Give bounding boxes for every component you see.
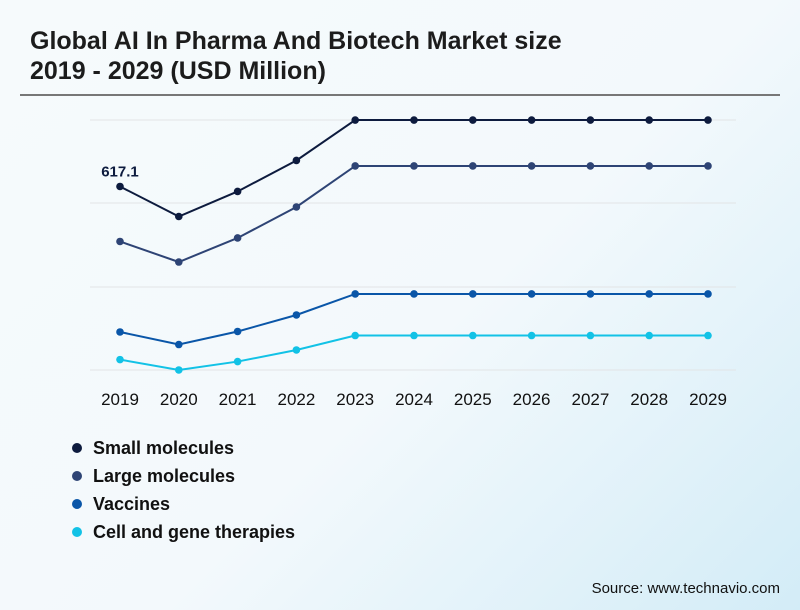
series-line: [119, 334, 708, 372]
data-point: [645, 290, 653, 298]
data-point: [645, 162, 653, 170]
x-tick-label: 2022: [277, 390, 315, 409]
data-point: [704, 331, 712, 340]
data-point: [586, 331, 595, 340]
legend-label: Cell and gene therapies: [93, 521, 296, 542]
chart-title: Global AI In Pharma And Biotech Market s…: [30, 26, 562, 86]
data-point: [351, 162, 360, 170]
legend-label: Large molecules: [93, 465, 236, 486]
x-tick-label: 2026: [513, 390, 551, 409]
data-point: [233, 327, 242, 336]
legend-item: Vaccines: [72, 490, 295, 518]
data-point: [527, 331, 536, 340]
data-point: [233, 234, 242, 242]
data-point: [410, 116, 418, 124]
data-point: [704, 290, 712, 298]
legend-marker-icon: [72, 443, 82, 453]
x-tick-label: 2028: [630, 390, 668, 409]
data-point: [586, 162, 595, 170]
data-point: [351, 290, 360, 298]
data-point: [292, 203, 301, 211]
data-point: [351, 116, 360, 124]
data-point: [233, 187, 242, 196]
data-point: [292, 311, 301, 319]
data-point: [116, 355, 124, 364]
x-tick-label: 2019: [101, 390, 139, 409]
data-point: [175, 366, 183, 374]
legend-label: Small molecules: [93, 437, 235, 458]
legend-marker-icon: [72, 527, 82, 537]
data-point: [116, 328, 124, 336]
legend-item: Small molecules: [72, 434, 295, 462]
source-text: Source: www.technavio.com: [591, 580, 780, 597]
data-point: [175, 340, 183, 349]
x-tick-label: 2025: [454, 390, 492, 409]
data-point: [469, 162, 477, 170]
data-point: [704, 116, 712, 124]
x-tick-label: 2023: [336, 390, 374, 409]
legend-item: Large molecules: [72, 462, 295, 490]
data-point: [116, 182, 124, 191]
title-line-2: 2019 - 2029 (USD Million): [30, 57, 326, 85]
series-line: [119, 164, 708, 264]
data-point: [292, 346, 301, 354]
data-point: [469, 290, 477, 298]
data-point: [527, 290, 536, 298]
data-point: [410, 290, 418, 298]
data-point: [175, 212, 183, 221]
data-point: [704, 162, 712, 170]
title-line-1: Global AI In Pharma And Biotech Market s…: [30, 27, 562, 55]
x-tick-label: 2027: [571, 390, 609, 409]
data-point: [116, 237, 124, 246]
data-point: [645, 331, 653, 340]
data-point: [586, 116, 595, 124]
legend: Small molecules Large molecules Vaccines Ce…: [72, 434, 295, 546]
line-chart: 2019 2020 2021 2022 2023 2024 2025 2026 2027 2028…: [90, 116, 736, 409]
data-point: [351, 331, 360, 340]
data-point: [469, 116, 477, 124]
legend-marker-icon: [72, 499, 82, 509]
x-tick-label: 2021: [219, 390, 257, 409]
data-point: [292, 156, 301, 165]
data-point: [645, 116, 653, 124]
x-tick-label: 2020: [160, 390, 198, 409]
data-point: [527, 162, 536, 170]
data-label: 617.1: [101, 163, 139, 180]
legend-item: Cell and gene therapies: [72, 518, 295, 546]
x-tick-label: 2029: [689, 390, 727, 409]
data-point: [586, 290, 595, 298]
x-tick-label: 2024: [395, 390, 433, 409]
data-point: [233, 357, 242, 366]
data-point: [469, 331, 477, 340]
data-point: [410, 331, 418, 340]
data-point: [410, 162, 418, 170]
data-point: [527, 116, 536, 124]
data-point: [175, 258, 183, 266]
legend-label: Vaccines: [93, 493, 171, 514]
legend-marker-icon: [72, 471, 82, 481]
title-divider: [20, 94, 780, 96]
